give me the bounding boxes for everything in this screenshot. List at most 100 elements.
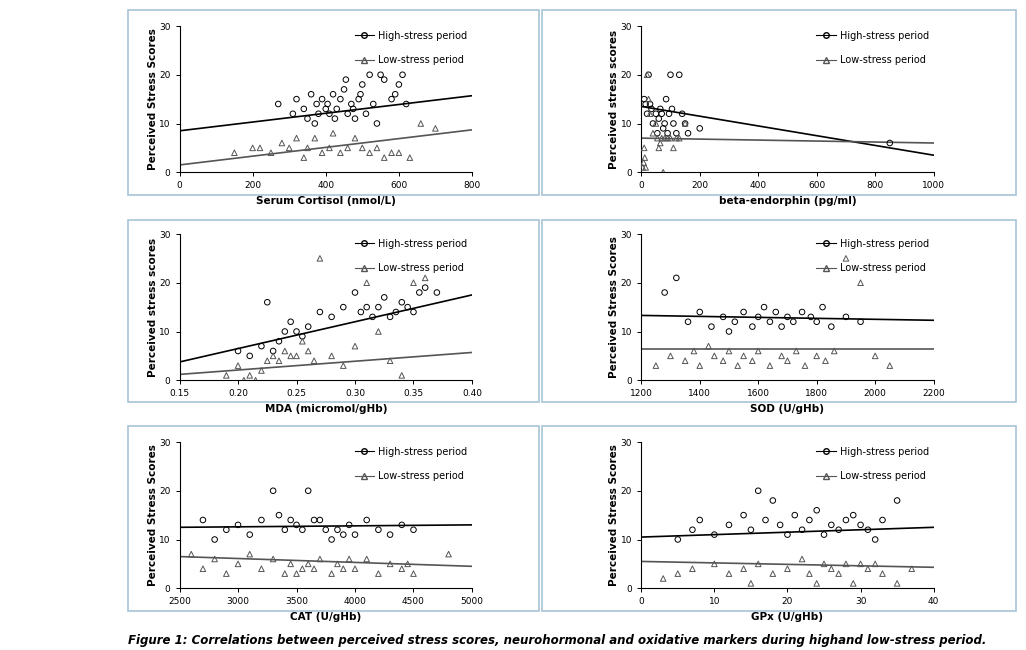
Point (347, 341, 363, 351)
Point (329, 525, 346, 535)
Point (241, 529, 258, 539)
Point (247, 375, 264, 385)
Point (376, 75, 392, 85)
Point (815, 302, 831, 313)
Point (294, 525, 311, 535)
Point (794, 307, 811, 317)
Point (729, 360, 746, 370)
Point (271, 510, 287, 520)
Point (736, 564, 752, 574)
Point (303, 89, 319, 99)
Point (680, 128, 697, 138)
Point (230, 520, 246, 530)
Point (685, 346, 702, 356)
Point (750, 312, 766, 322)
Point (309, 99, 325, 109)
Point (370, 568, 387, 579)
Point (643, 103, 660, 114)
Point (387, 89, 403, 99)
Point (401, 153, 418, 163)
Point (226, 148, 242, 158)
Legend: High-stress period, Low-stress period: High-stress period, Low-stress period (814, 444, 932, 484)
Point (668, 133, 684, 144)
Point (743, 525, 759, 535)
Point (361, 148, 378, 158)
X-axis label: beta-endorphin (pg/ml): beta-endorphin (pg/ml) (718, 196, 857, 206)
Point (244, 143, 261, 153)
Point (653, 103, 669, 114)
Point (663, 351, 679, 361)
Point (368, 118, 385, 129)
Point (417, 273, 433, 283)
Point (277, 568, 293, 579)
Point (744, 356, 760, 366)
Point (341, 520, 357, 530)
Point (701, 341, 717, 351)
Point (332, 148, 349, 158)
Point (295, 103, 312, 114)
Point (265, 346, 281, 356)
Point (823, 520, 839, 530)
Point (306, 356, 322, 366)
Point (761, 317, 778, 327)
Point (692, 360, 708, 370)
Point (660, 128, 676, 138)
Point (277, 346, 293, 356)
Point (736, 510, 752, 520)
Point (642, 109, 659, 119)
Point (288, 351, 305, 361)
Point (816, 529, 832, 539)
Point (720, 346, 737, 356)
Point (668, 128, 684, 138)
Point (347, 529, 363, 539)
Point (391, 148, 407, 158)
Point (300, 143, 316, 153)
Point (808, 505, 825, 515)
Point (376, 292, 392, 303)
Point (294, 332, 311, 342)
Point (270, 99, 286, 109)
Point (853, 278, 869, 288)
Point (837, 558, 854, 569)
Point (764, 495, 781, 506)
Point (323, 312, 340, 322)
Point (263, 148, 279, 158)
Point (720, 326, 737, 337)
Point (195, 564, 211, 574)
Point (323, 534, 340, 545)
Point (665, 118, 681, 129)
Point (294, 336, 311, 346)
Point (680, 317, 697, 327)
Point (340, 109, 356, 119)
Point (744, 322, 760, 332)
Point (288, 94, 305, 104)
Point (649, 133, 666, 144)
Y-axis label: Perceived stress scores: Perceived stress scores (148, 237, 158, 377)
Point (657, 118, 673, 129)
Point (206, 534, 223, 545)
Point (830, 568, 846, 579)
Point (411, 287, 428, 298)
Point (668, 273, 684, 283)
Point (634, 162, 650, 172)
Point (241, 351, 258, 361)
Point (405, 278, 422, 288)
Point (253, 365, 270, 376)
Point (253, 564, 270, 574)
Point (860, 564, 876, 574)
Point (692, 124, 708, 134)
Point (325, 128, 342, 138)
Point (376, 153, 392, 163)
Point (294, 564, 311, 574)
Point (653, 138, 669, 148)
Point (368, 143, 385, 153)
Point (321, 109, 338, 119)
Point (370, 525, 387, 535)
Point (736, 351, 752, 361)
Point (774, 322, 790, 332)
Point (347, 113, 363, 124)
Point (277, 326, 293, 337)
Point (677, 118, 694, 129)
Point (338, 75, 354, 85)
Point (826, 346, 842, 356)
